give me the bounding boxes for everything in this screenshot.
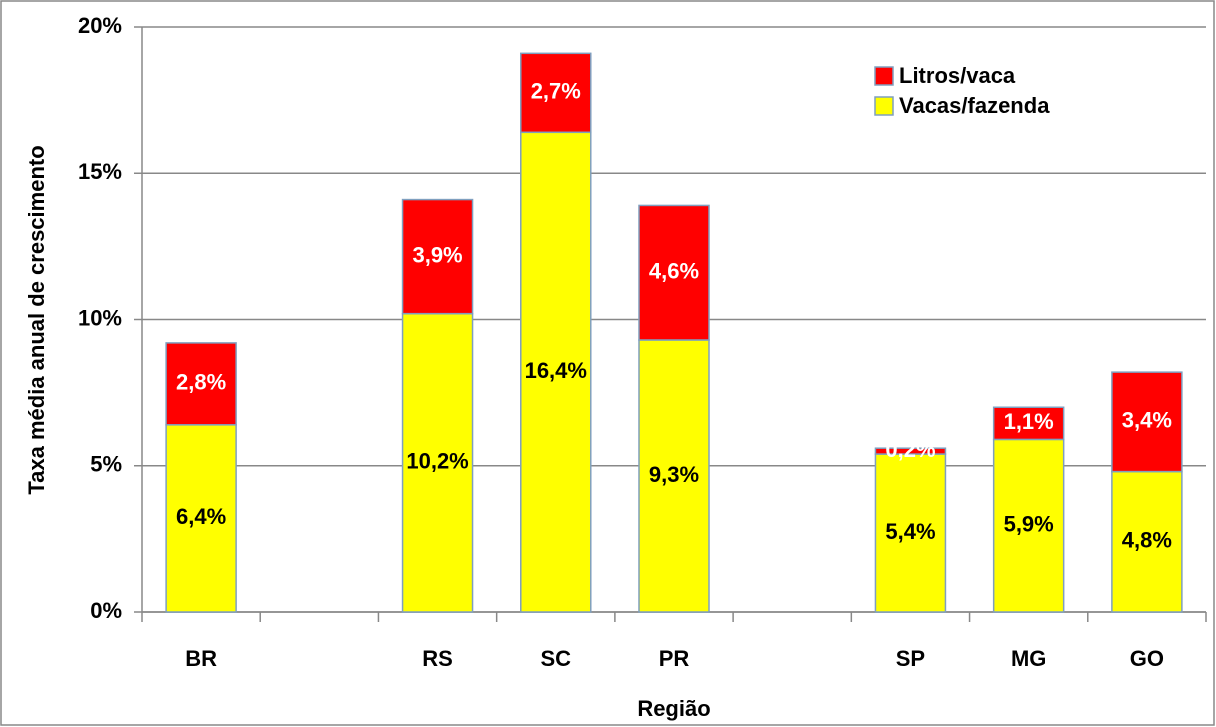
x-tick-label: BR xyxy=(185,646,217,671)
x-tick-label: SC xyxy=(540,646,571,671)
data-label: 1,1% xyxy=(1004,409,1054,434)
data-label: 6,4% xyxy=(176,504,226,529)
legend-swatch xyxy=(874,96,894,116)
bar-segment xyxy=(992,406,1065,441)
data-label: 4,6% xyxy=(649,259,699,284)
bar-segment xyxy=(520,52,592,134)
x-tick-label: GO xyxy=(1130,646,1164,671)
y-tick-label: 5% xyxy=(90,452,122,477)
data-label: 10,2% xyxy=(406,449,468,474)
x-tick-label: SP xyxy=(896,646,925,671)
y-tick-label: 15% xyxy=(78,159,122,184)
data-label: 2,7% xyxy=(531,79,581,104)
bar-segment xyxy=(1111,470,1183,613)
legend-swatch xyxy=(874,66,894,86)
bar-segment xyxy=(874,453,947,613)
bar-segment xyxy=(165,424,237,613)
bar-segment xyxy=(638,204,710,341)
data-label: 3,9% xyxy=(412,242,462,267)
data-label: 2,8% xyxy=(176,370,226,395)
x-tick-label: PR xyxy=(659,646,690,671)
legend-label: Vacas/fazenda xyxy=(899,93,1050,118)
bar-segment xyxy=(401,198,474,315)
data-label: 0,2% xyxy=(885,437,935,462)
data-label: 9,3% xyxy=(649,462,699,487)
data-label: 5,4% xyxy=(885,519,935,544)
x-axis-title: Região xyxy=(637,696,710,721)
y-tick-label: 20% xyxy=(78,13,122,38)
data-label: 4,8% xyxy=(1122,528,1172,553)
data-label: 5,9% xyxy=(1004,512,1054,537)
y-axis-title: Taxa média anual de crescimento xyxy=(24,145,49,494)
bar-segment xyxy=(520,131,592,613)
bar-segment xyxy=(1111,371,1183,473)
x-tick-label: RS xyxy=(422,646,453,671)
legend-label: Litros/vaca xyxy=(899,63,1016,88)
x-tick-label: MG xyxy=(1011,646,1046,671)
data-label: 3,4% xyxy=(1122,408,1172,433)
y-tick-label: 10% xyxy=(78,305,122,330)
bar-segment xyxy=(874,447,947,455)
data-label: 16,4% xyxy=(525,358,587,383)
bar-segment xyxy=(992,438,1065,613)
y-tick-label: 0% xyxy=(90,598,122,623)
bar-segment xyxy=(165,342,237,426)
